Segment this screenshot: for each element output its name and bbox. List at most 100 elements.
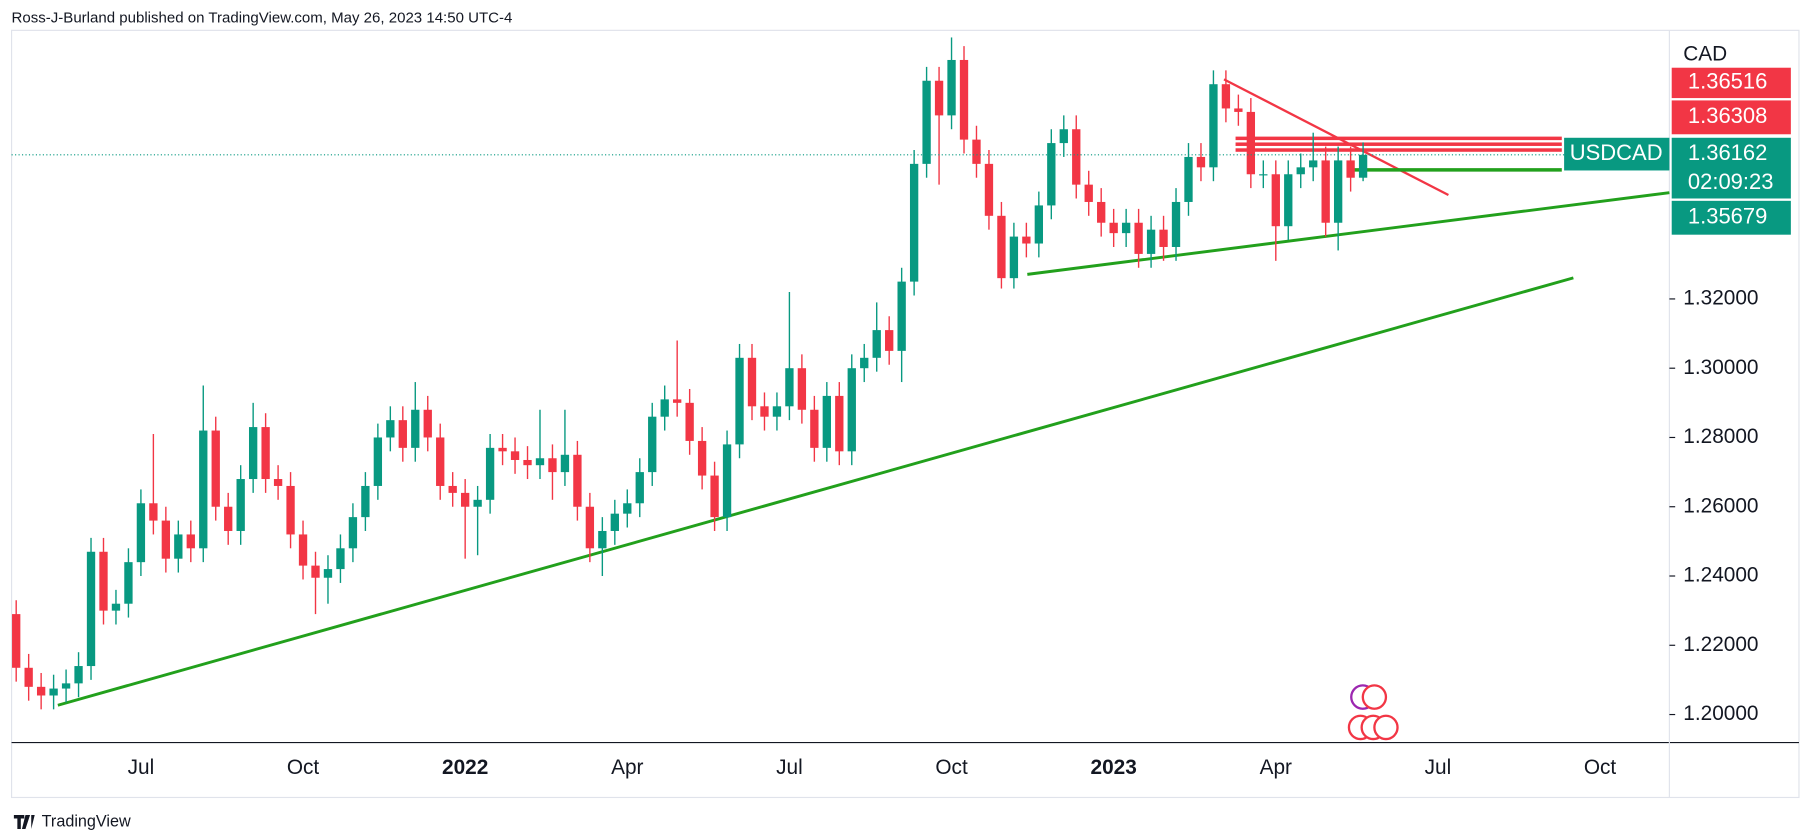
candle-body [772,406,782,417]
candle-body [211,430,220,507]
y-tick-label: 1.30000 [1683,356,1758,379]
candle-body [635,472,644,504]
candle-body [49,688,58,696]
price-tag [1671,137,1791,199]
candle-body [1234,108,1243,112]
price-tag-label: 1.35679 [1688,204,1767,229]
candle-body [523,459,532,466]
y-tick-label: 1.28000 [1683,425,1758,448]
candles [12,37,1368,710]
candle-body [111,603,121,611]
event-icons [1347,684,1399,741]
x-tick-label: 2023 [1091,756,1137,779]
candle-body [623,503,632,514]
candle-body [1097,201,1106,223]
candle-body [959,59,969,140]
candle-body [398,420,407,448]
price-tag-label: 1.36516 [1688,69,1767,94]
candle-body [1159,229,1168,247]
candle-body [36,686,46,696]
candle-body [535,458,545,466]
candle-body [997,215,1006,279]
candle-body [423,409,432,438]
resistance-line [1235,148,1562,152]
candle-body [909,163,919,282]
candle-body [1184,156,1193,202]
candle-body [710,475,719,518]
candle-body [1109,222,1118,234]
candle-body [934,80,944,116]
candle-body [984,163,994,216]
candle-body [485,447,495,500]
candle-body [573,454,582,507]
symbol-tag [1564,137,1670,171]
candle-body [298,534,308,566]
candle-body [1171,201,1181,247]
candle-body [835,395,844,452]
candle-body [149,503,158,521]
candle-body [1346,160,1355,178]
brand-name: TradingView [42,812,131,830]
candle-body [510,451,520,460]
candle-body [361,485,370,518]
price-tag [1671,67,1791,99]
candle-body [1121,222,1131,234]
x-tick-label: Apr [1260,756,1292,779]
candle-body [224,506,233,531]
candle-body [311,565,320,578]
candle-body [348,517,358,549]
candle-body [86,551,96,667]
candle-body [1358,154,1368,178]
candle-body [1022,236,1031,244]
candle-body [448,485,457,493]
candle-body [1309,160,1318,168]
candle-body [1209,84,1218,168]
x-tick-label: Oct [287,756,320,779]
candle-body [785,368,794,407]
trend-line [57,276,1574,707]
brand: TradingView [13,812,131,830]
candle-body [872,330,881,358]
candle-body [947,59,956,116]
candle-body [1246,111,1256,175]
candle-body [74,666,83,684]
candle-body [323,569,333,578]
y-tick-label: 1.22000 [1683,633,1758,656]
candle-body [12,614,21,668]
x-tick-label: Oct [935,756,968,779]
symbol-label: USDCAD [1570,140,1663,165]
price-tag-label: 1.36308 [1688,103,1767,128]
x-tick-label: Oct [1584,756,1617,779]
candle-body [735,357,744,445]
candle-body [99,551,108,611]
resistance-line [1235,136,1562,141]
candle-body [1221,84,1231,109]
candle-body [673,399,682,403]
candle-body [61,683,71,689]
candle-body [897,281,906,351]
chart-frame [10,29,1800,799]
candle-body [1196,156,1206,168]
x-tick-label: 2022 [442,756,488,779]
candle-body [186,534,195,549]
candle-body [1059,129,1068,144]
candle-body [598,530,607,549]
candle-body [1321,160,1330,223]
candle-body [174,534,183,559]
candle-body [286,485,295,535]
candle-body [1271,174,1280,227]
candle-body [236,479,245,531]
candle-body [847,368,856,452]
y-tick-label: 1.26000 [1683,494,1758,517]
candle-body [473,499,482,507]
x-tick-label: Jul [1425,756,1452,779]
candle-body [560,454,570,473]
candle-body [922,80,931,164]
candle-body [24,667,33,687]
trend-line [1027,191,1670,276]
candle-body [1072,129,1081,185]
candle-body [585,506,595,549]
candle-body [797,368,807,410]
candle-body [972,139,981,164]
